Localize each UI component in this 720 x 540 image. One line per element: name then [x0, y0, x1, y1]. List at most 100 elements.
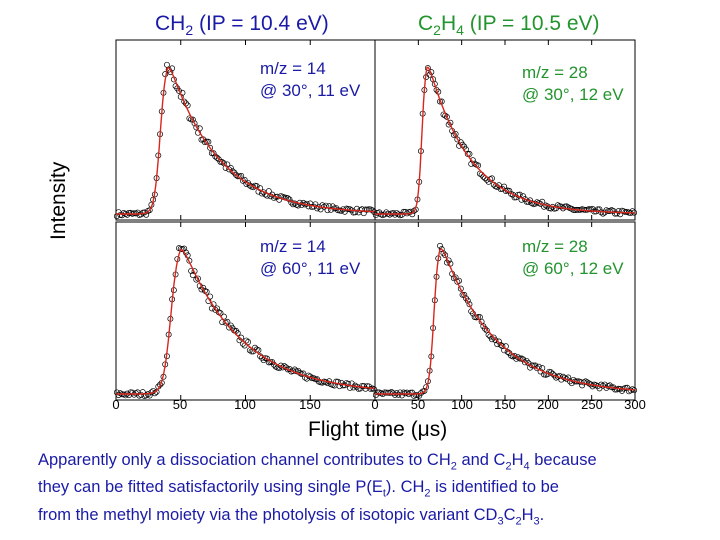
data-point	[629, 208, 636, 215]
data-point	[466, 301, 473, 308]
fit-curve	[116, 248, 376, 395]
data-point	[398, 211, 405, 218]
data-point	[390, 390, 397, 397]
data-point	[492, 337, 499, 344]
annotation-top-left: m/z = 14 @ 30°, 11 eV	[260, 58, 360, 102]
data-point	[584, 379, 591, 386]
y-axis-label: Intensity	[47, 161, 70, 240]
data-point	[461, 291, 468, 298]
data-point	[516, 355, 523, 362]
data-point	[433, 86, 440, 93]
x-tick-label: 300	[624, 397, 646, 412]
data-point	[515, 354, 521, 361]
annotation-top-right: m/z = 28 @ 30°, 12 eV	[522, 62, 624, 106]
data-point	[442, 252, 449, 259]
data-point	[393, 390, 400, 397]
x-tick-label: 100	[234, 397, 256, 412]
data-point	[195, 275, 201, 282]
data-point	[376, 209, 383, 216]
x-tick-label: 200	[537, 397, 559, 412]
data-point	[122, 392, 129, 399]
data-point	[421, 387, 428, 394]
data-point	[371, 386, 378, 393]
annotation-bottom-right: m/z = 28 @ 60°, 12 eV	[522, 236, 624, 280]
data-point	[191, 120, 198, 127]
data-point	[210, 150, 217, 157]
data-point	[279, 364, 286, 371]
data-point	[482, 325, 489, 332]
data-point	[345, 380, 352, 387]
caption-line: Apparently only a dissociation channel c…	[38, 451, 597, 473]
annotation-angle-energy: @ 30°, 12 eV	[522, 85, 624, 104]
data-point	[398, 392, 405, 399]
x-tick-label: 0	[371, 397, 379, 412]
data-point	[181, 245, 188, 252]
data-point	[157, 381, 163, 388]
data-point	[193, 124, 200, 131]
x-tick-label: 50	[410, 397, 426, 412]
data-point	[352, 209, 359, 216]
x-tick-label: 100	[451, 397, 473, 412]
data-point	[437, 242, 443, 249]
data-point	[457, 285, 464, 292]
data-point	[495, 338, 502, 345]
data-point	[617, 211, 624, 218]
data-point	[143, 392, 150, 399]
x-tick-label: 150	[299, 397, 321, 412]
data-point	[234, 173, 241, 180]
x-tick-label: 0	[112, 397, 120, 412]
data-point	[314, 205, 321, 212]
annotation-angle-energy: @ 60°, 11 eV	[260, 259, 361, 278]
title-ch2: CH2 (IP = 10.4 eV)	[155, 12, 329, 39]
data-point	[511, 353, 518, 359]
data-point	[489, 336, 495, 343]
caption-line: from the methyl moiety via the photolysi…	[38, 505, 545, 527]
fit-curve	[375, 248, 636, 395]
data-point	[347, 206, 353, 213]
data-point	[264, 355, 271, 362]
data-point	[499, 343, 506, 350]
annotation-mz: m/z = 14	[260, 237, 326, 256]
data-point	[374, 389, 381, 396]
fit-curve	[375, 66, 635, 215]
data-point	[443, 113, 450, 120]
data-point	[622, 384, 629, 391]
x-tick-label: 250	[581, 397, 603, 412]
data-point	[117, 390, 124, 397]
data-point	[229, 168, 236, 175]
data-point	[131, 210, 138, 217]
x-tick-label: 50	[172, 397, 188, 412]
fit-curve	[116, 66, 376, 215]
data-point	[471, 160, 478, 167]
data-point	[411, 207, 417, 214]
annotation-angle-energy: @ 60°, 12 eV	[522, 259, 624, 278]
data-point	[412, 392, 419, 399]
data-point	[521, 359, 528, 366]
data-point	[345, 206, 352, 213]
data-point	[189, 116, 196, 123]
data-point	[146, 207, 153, 214]
annotation-bottom-left: m/z = 14 @ 60°, 11 eV	[260, 236, 360, 280]
data-point	[181, 98, 188, 105]
annotation-mz: m/z = 14	[260, 59, 326, 78]
data-point	[324, 380, 331, 387]
x-tick-label: 150	[494, 397, 516, 412]
data-point	[454, 278, 461, 285]
data-point	[350, 384, 357, 391]
data-point	[139, 389, 146, 396]
data-point	[475, 314, 482, 320]
data-point	[328, 206, 334, 213]
data-point	[207, 144, 214, 151]
caption: Apparently only a dissociation channel c…	[38, 450, 718, 532]
data-point	[214, 154, 220, 161]
annotation-mz: m/z = 28	[522, 63, 588, 82]
x-axis-label: Flight time (μs)	[308, 418, 448, 441]
title-c2h4: C2H4 (IP = 10.5 eV)	[418, 12, 600, 39]
data-point	[326, 203, 333, 210]
annotation-mz: m/z = 28	[522, 237, 588, 256]
data-point	[391, 391, 398, 398]
data-point	[226, 324, 233, 331]
data-point	[219, 159, 226, 166]
data-point	[598, 381, 605, 388]
